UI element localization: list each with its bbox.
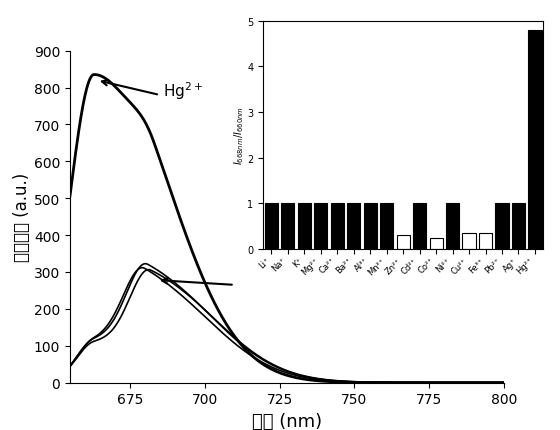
Bar	[281, 204, 295, 249]
Bar	[314, 204, 328, 249]
Bar	[479, 233, 492, 249]
Bar	[380, 204, 393, 249]
Y-axis label: 荧光强度 (a.u.): 荧光强度 (a.u.)	[13, 172, 31, 262]
Bar	[347, 204, 361, 249]
Y-axis label: $I_{668nm}/I_{660nm}$: $I_{668nm}/I_{660nm}$	[232, 106, 246, 165]
Bar	[363, 204, 377, 249]
Bar	[430, 238, 443, 249]
Bar	[446, 204, 459, 249]
X-axis label: 波长 (nm): 波长 (nm)	[252, 412, 322, 430]
Bar	[512, 204, 525, 249]
Bar	[331, 204, 344, 249]
Bar	[265, 204, 278, 249]
Bar	[298, 204, 311, 249]
Bar	[396, 236, 410, 249]
Text: +Hg$^{2+}$  black: +Hg$^{2+}$ black	[304, 55, 372, 70]
Bar	[529, 31, 542, 249]
Bar	[413, 204, 426, 249]
Bar	[463, 233, 475, 249]
Text: Hg$^{2+}$: Hg$^{2+}$	[163, 80, 203, 101]
Bar	[496, 204, 508, 249]
